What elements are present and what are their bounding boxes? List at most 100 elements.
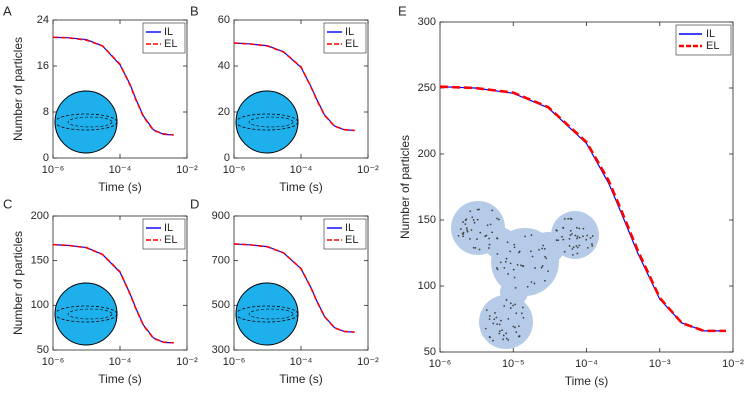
geometry-particle (505, 299, 508, 301)
geometry-particle (489, 336, 492, 339)
geometry-particle (569, 229, 572, 232)
panel-label: D (190, 196, 199, 211)
geometry-particle (498, 323, 501, 326)
geometry-particle (509, 307, 512, 309)
geometry-particle (496, 253, 499, 255)
y-tick-label: 20 (218, 106, 230, 118)
geometry-particle (504, 260, 507, 263)
geometry-particle (578, 227, 581, 230)
geometry-particle (576, 235, 579, 238)
geometry-particle (568, 245, 571, 247)
y-tick-label: 60 (218, 14, 230, 26)
y-axis-label: Number of particles (398, 135, 412, 239)
geometry-particle (465, 227, 468, 230)
geometry-particle (465, 218, 468, 221)
x-tick-label: 10⁻² (357, 164, 379, 176)
legend-label: EL (345, 38, 358, 50)
geometry-particle (495, 267, 498, 269)
geometry-particle (496, 323, 499, 326)
geometry-particle (496, 217, 498, 220)
geometry-particle (478, 248, 481, 251)
geometry-particle (562, 238, 565, 241)
geometry-particle (462, 233, 464, 236)
geometry-particle (562, 226, 564, 229)
y-axis-label: Number of particles (11, 231, 25, 335)
geometry-particle (571, 248, 574, 250)
panel-label: A (3, 3, 12, 18)
panel-label: E (398, 3, 407, 18)
geometry-particle (513, 243, 516, 246)
geometry-particle (582, 235, 584, 238)
legend-box (323, 22, 367, 54)
geometry-particle (514, 286, 517, 289)
sphere-equator (235, 113, 299, 131)
x-tick-label: 10⁻³ (649, 358, 671, 370)
geometry-particle (578, 244, 581, 247)
geometry-particle (542, 244, 545, 247)
geometry-particle (574, 234, 577, 237)
geometry-particle (576, 246, 579, 249)
geometry-particle (530, 281, 533, 283)
geometry-particle (530, 234, 533, 237)
sphere-equator (54, 113, 118, 131)
series-line (439, 85, 726, 333)
geometry-particle (493, 318, 496, 321)
geometry-particle (534, 267, 536, 269)
geometry-particle (512, 304, 514, 307)
geometry-particle (543, 247, 546, 250)
geometry-particle (498, 218, 500, 221)
geometry-particle (515, 312, 518, 315)
geometry-particle (524, 235, 526, 238)
y-tick-label: 500 (212, 299, 230, 311)
y-tick-label: 40 (218, 60, 230, 72)
sphere-equator (235, 305, 299, 323)
geometry-particle (496, 268, 499, 271)
series-line (233, 42, 355, 132)
geometry-particle (507, 273, 510, 275)
geometry-particle (568, 237, 571, 240)
geometry-particle (526, 285, 529, 288)
geometry-particle (503, 305, 506, 307)
sphere-meridian (67, 116, 113, 128)
geometry-particle (570, 218, 573, 220)
x-tick-label: 10⁻⁶ (42, 164, 65, 176)
geometry-particle (474, 247, 477, 249)
geometry-particle (538, 248, 540, 251)
geometry-particle (509, 262, 512, 265)
geometry-particle (513, 246, 516, 249)
sphere-inset (235, 90, 299, 154)
geometry-particle (469, 238, 471, 240)
geometry-inset (451, 201, 599, 349)
geometry-blob (532, 232, 564, 264)
sphere-meridian (248, 116, 294, 128)
geometry-particle (545, 257, 548, 260)
legend-label: EL (345, 234, 358, 246)
geometry-particle (486, 224, 489, 227)
geometry-particle (589, 237, 592, 239)
geometry-particle (555, 229, 558, 232)
y-tick-label: 900 (212, 210, 230, 222)
geometry-particle (515, 331, 518, 333)
geometry-particle (479, 231, 482, 234)
y-tick-label: 100 (418, 280, 436, 292)
y-tick-label: 200 (418, 148, 436, 160)
geometry-particle (476, 208, 479, 211)
geometry-particle (586, 246, 589, 249)
geometry-particle (575, 226, 578, 229)
y-tick-label: 250 (418, 82, 436, 94)
geometry-particle (567, 217, 570, 220)
y-tick-label: 16 (37, 60, 49, 72)
geometry-particle (512, 268, 515, 271)
sphere-meridian (67, 308, 113, 320)
geometry-particle (529, 250, 532, 253)
geometry-particle (514, 326, 516, 329)
legend-box (142, 22, 186, 54)
x-tick-label: 10⁻² (722, 358, 744, 370)
geometry-particle (522, 306, 524, 309)
geometry-particle (488, 243, 491, 246)
geometry-particle (513, 276, 516, 279)
legend-label: IL (345, 222, 354, 234)
geometry-particle (575, 245, 578, 247)
geometry-particle (505, 332, 508, 335)
